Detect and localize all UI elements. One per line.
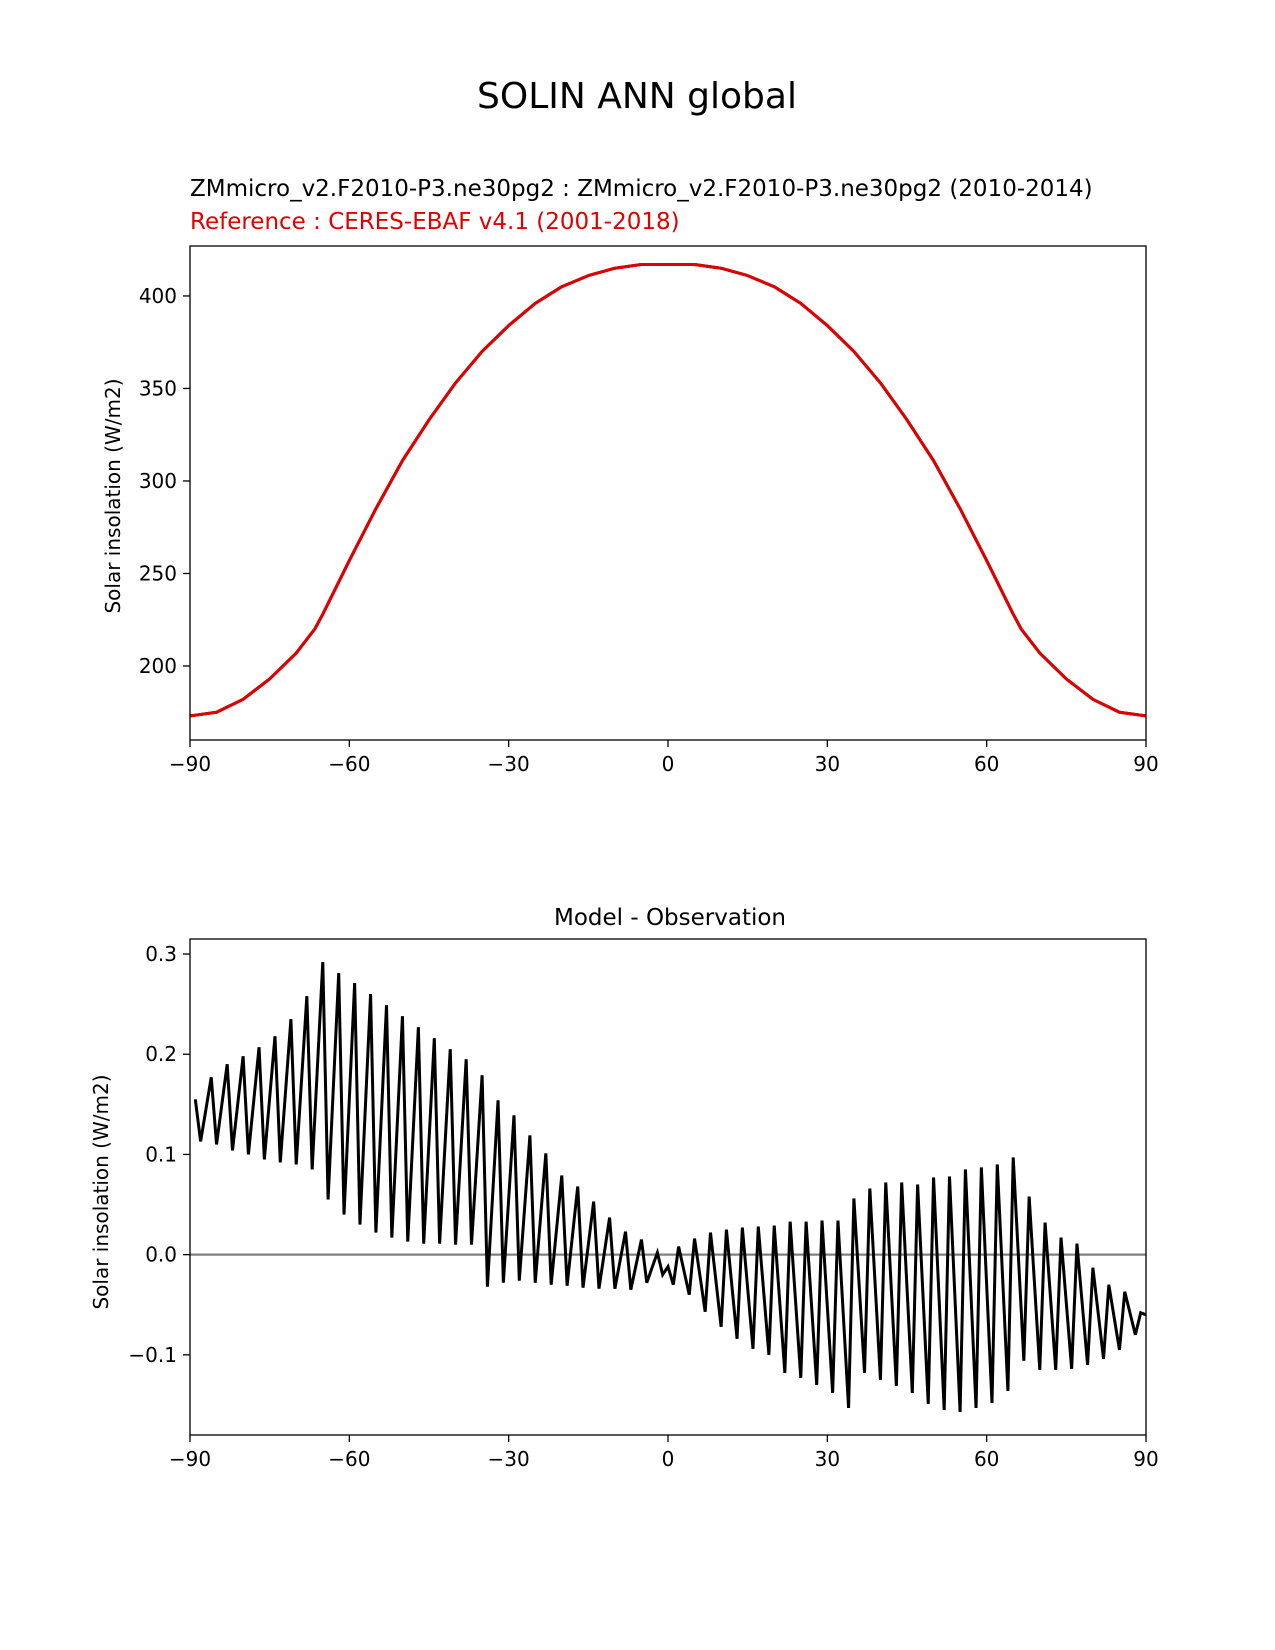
test-series-line	[189, 263, 1147, 718]
bottom-plot-frame	[189, 938, 1147, 1436]
top-x-tick-label: −30	[488, 752, 530, 776]
top-x-tick-label: 30	[815, 752, 840, 776]
bottom-y-axis-label: Solar insolation (W/m2)	[89, 1074, 113, 1309]
bottom-x-tick-label: 60	[974, 1447, 999, 1471]
figure-title: SOLIN ANN global	[477, 76, 797, 117]
top-y-tick-label: 250	[139, 561, 177, 585]
bottom-y-tick-label: 0.2	[145, 1042, 177, 1066]
reference-series-line	[189, 263, 1147, 718]
top-y-tick-label: 350	[139, 376, 177, 400]
bottom-y-tick-label: 0.3	[145, 942, 177, 966]
difference-series-line	[193, 961, 1147, 1413]
bottom-y-tick-label: −0.1	[128, 1343, 177, 1367]
top-x-tick-label: 60	[974, 752, 999, 776]
bottom-plot-area: −90 −60 −30 0 30 60 90 −0.1 0.0 0.1 0.2 0.3	[128, 938, 1159, 1471]
top-y-tick-label: 300	[139, 469, 177, 493]
bottom-y-tick-label: 0.0	[145, 1243, 177, 1267]
top-x-tick-label: −90	[169, 752, 211, 776]
bottom-x-tick-label: −90	[169, 1447, 211, 1471]
bottom-x-tick-label: 90	[1133, 1447, 1158, 1471]
bottom-x-tick-label: −30	[488, 1447, 530, 1471]
top-title-test: ZMmicro_v2.F2010-P3.ne30pg2 : ZMmicro_v2…	[190, 176, 1093, 202]
bottom-title: Model - Observation	[554, 905, 786, 931]
bottom-x-tick-label: 30	[815, 1447, 840, 1471]
top-x-tick-label: −60	[328, 752, 370, 776]
top-x-tick-label: 90	[1133, 752, 1158, 776]
top-x-tick-label: 0	[662, 752, 675, 776]
bottom-y-tick-label: 0.1	[145, 1142, 177, 1166]
top-title-reference: Reference : CERES-EBAF v4.1 (2001-2018)	[190, 209, 680, 235]
top-y-tick-label: 200	[139, 654, 177, 678]
top-plot-area: −90 −60 −30 0 30 60 90 200 250 300 350 400	[139, 245, 1159, 776]
top-y-tick-label: 400	[139, 284, 177, 308]
top-panel: ZMmicro_v2.F2010-P3.ne30pg2 : ZMmicro_v2…	[101, 176, 1159, 776]
bottom-panel: Model - Observation Solar insolation (W/…	[89, 905, 1159, 1471]
top-y-axis-label: Solar insolation (W/m2)	[101, 378, 125, 613]
bottom-x-tick-label: 0	[662, 1447, 675, 1471]
top-plot-frame	[189, 245, 1147, 741]
bottom-x-tick-label: −60	[328, 1447, 370, 1471]
